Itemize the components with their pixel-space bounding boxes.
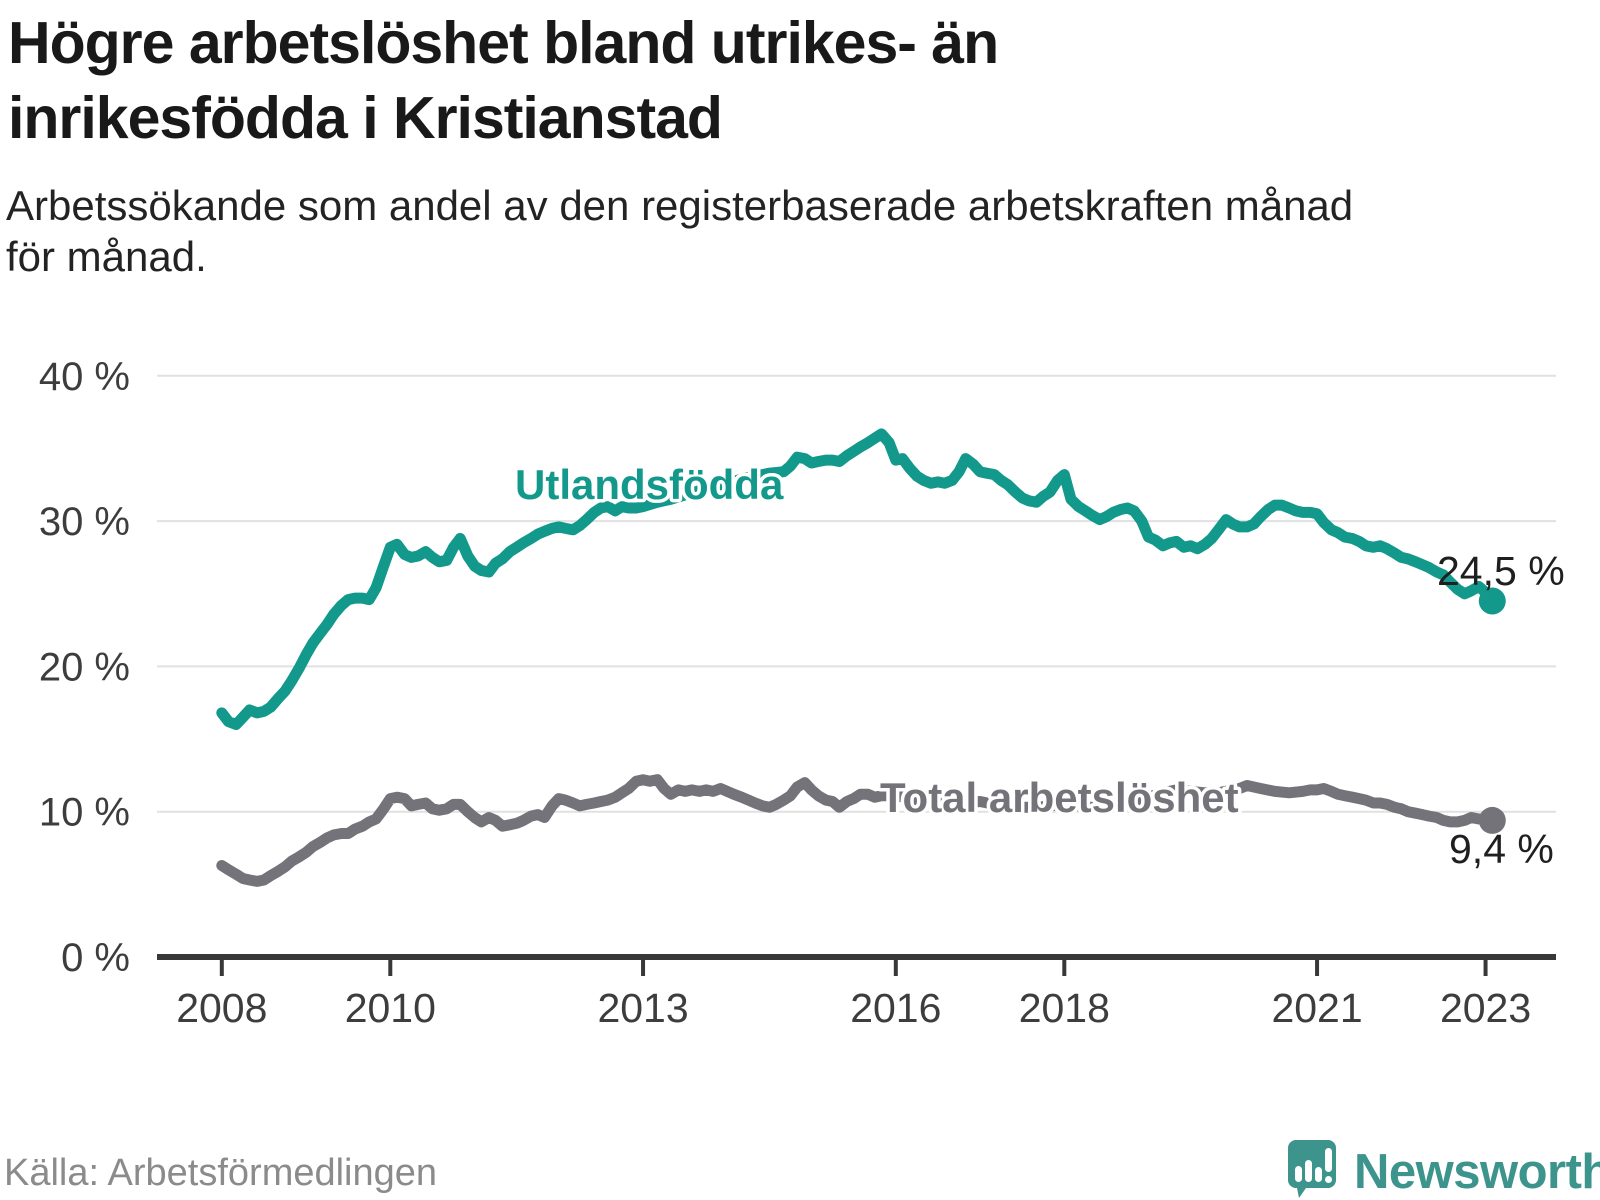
x-tick-label-2008: 2008 [176, 985, 267, 1031]
page-subtitle: Arbetssökande som andel av den registerb… [6, 182, 1354, 281]
y-tick-label-0: 0 % [61, 936, 130, 980]
y-tick-label-40: 40 % [39, 355, 130, 399]
x-tick-label-2016: 2016 [850, 985, 941, 1031]
source-note: Källa: Arbetsförmedlingen [4, 1152, 438, 1194]
newsworthy-wordmark: Newsworthy [1354, 1145, 1600, 1199]
x-tick-label-2021: 2021 [1271, 985, 1362, 1031]
series-label-utlandsfodda: Utlandsfödda [515, 461, 784, 508]
line-chart: 0 % 10 % 20 % 30 % 40 % 2008 2010 2013 2016 2018 2… [39, 355, 1565, 1031]
x-tick-label-2013: 2013 [597, 985, 688, 1031]
page-title: Högre arbetslöshet bland utrikes- än inr… [8, 10, 999, 151]
line-utlandsfodda [216, 428, 1498, 730]
series-label-total-arbetsloshet: Total arbetslöshet [880, 774, 1239, 821]
y-tick-label-10: 10 % [39, 791, 130, 835]
end-value-label-total-arbetsloshet: 9,4 % [1449, 826, 1554, 872]
end-dot-total-arbetsloshet [1478, 806, 1506, 834]
y-tick-label-20: 20 % [39, 645, 130, 689]
y-tick-label-30: 30 % [39, 500, 130, 544]
line-total-arbetsloshet [216, 774, 1498, 887]
newsworthy-logo-icon [1288, 1140, 1336, 1198]
end-dot-utlandsfodda [1478, 587, 1506, 615]
x-tick-label-2018: 2018 [1019, 985, 1110, 1031]
x-tick-label-2023: 2023 [1440, 985, 1531, 1031]
end-value-label-utlandsfodda: 24,5 % [1437, 548, 1565, 594]
x-tick-label-2010: 2010 [345, 985, 436, 1031]
newsworthy-brand: Newsworthy [1286, 1136, 1600, 1200]
